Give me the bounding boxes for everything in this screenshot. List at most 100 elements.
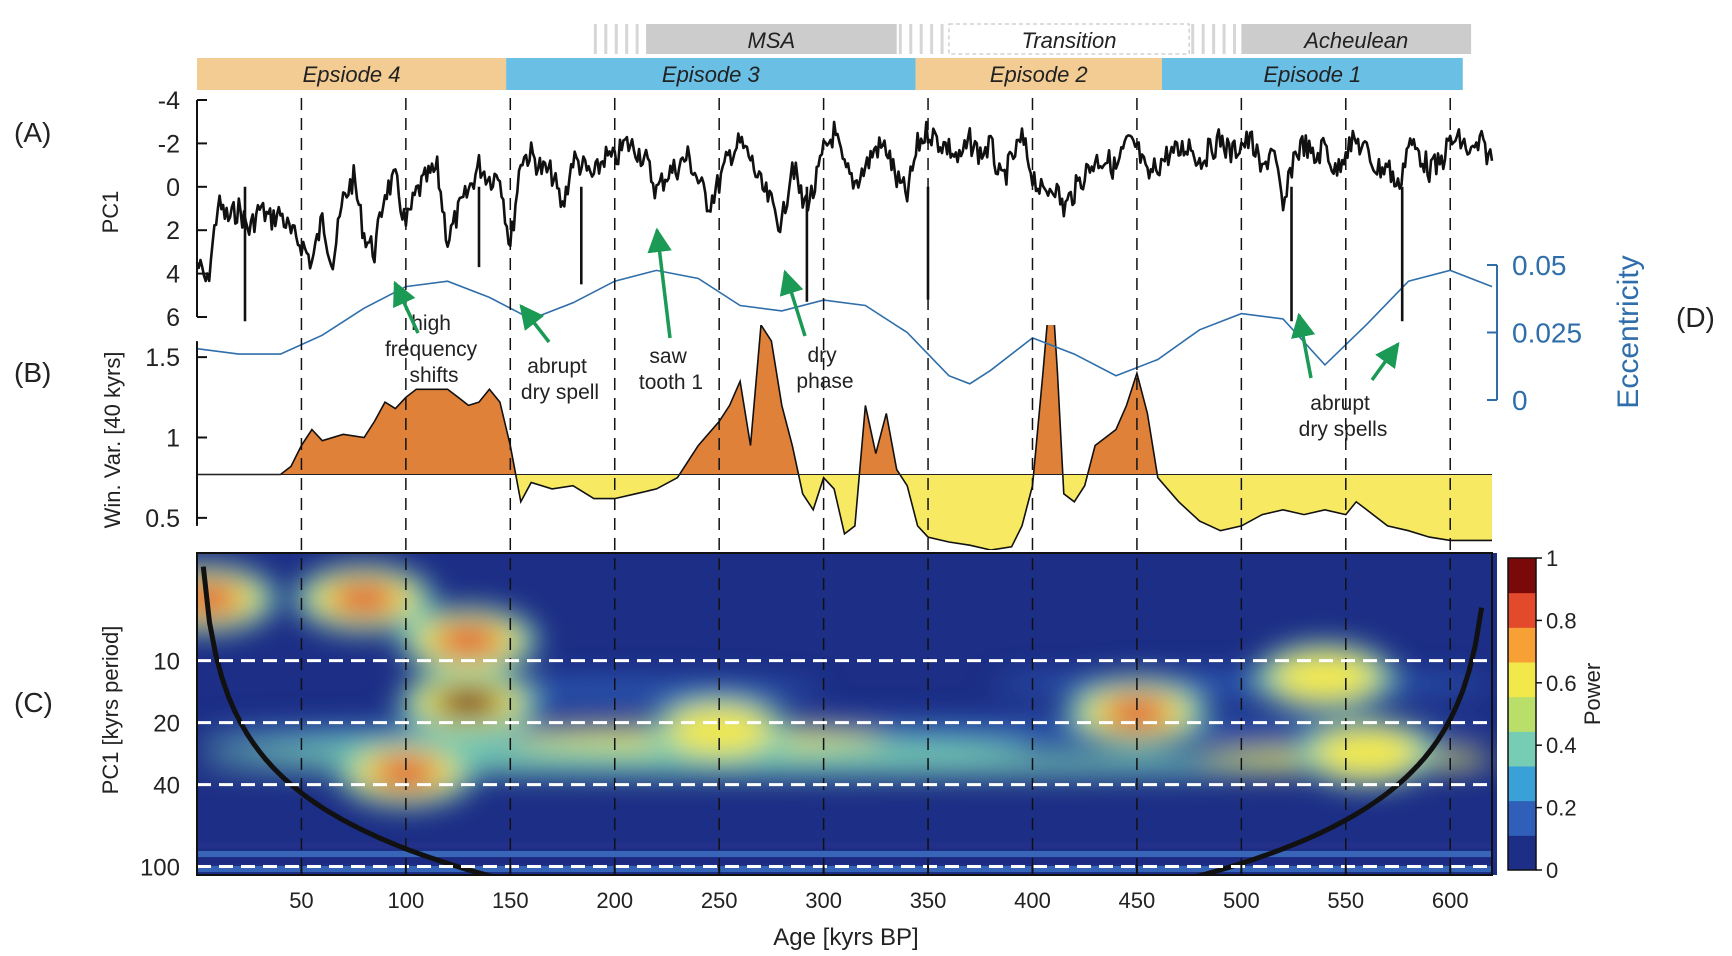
panel-c-tick-label: 10 — [153, 649, 180, 676]
period-transition-stripe — [1233, 24, 1236, 54]
heatmap-long-period-bands — [197, 842, 1492, 872]
annotation-saw-tooth: saw tooth 1 — [639, 345, 703, 394]
x-axis-label: Age [kyrs BP] — [773, 924, 918, 951]
episode-bar — [197, 58, 507, 90]
annotation-line: dry spells — [1299, 418, 1388, 441]
period-transition-stripe — [635, 24, 639, 54]
colorbar-segment — [1508, 627, 1536, 663]
panel-a-tick-label: -4 — [158, 87, 180, 115]
annotation-arrows — [393, 227, 1400, 382]
colorbar-tick-label: 1 — [1546, 546, 1558, 571]
x-tick-label: 50 — [289, 888, 313, 913]
panel-a-ylabel: PC1 — [98, 191, 123, 234]
colorbar-segment — [1508, 696, 1536, 732]
period-transition-stripe — [940, 24, 944, 54]
annotation-dry-phase: dry phase — [796, 344, 853, 393]
panel-label-c: (C) — [14, 687, 53, 718]
episode-bar — [1161, 58, 1463, 90]
heatmap-power-regions — [197, 564, 1492, 807]
period-bar — [646, 24, 897, 54]
episode-label: Episode 1 — [1263, 62, 1361, 87]
panel-b-tick-label: 0.5 — [145, 505, 180, 533]
x-tick-label: 400 — [1014, 888, 1051, 913]
x-tick-label: 100 — [388, 888, 425, 913]
panel-c-tick-label: 40 — [153, 773, 180, 800]
heatmap-hotspot — [371, 756, 440, 789]
variance-low-area — [197, 474, 1492, 550]
variance-high-area — [197, 325, 1492, 475]
period-transition-stripe — [1212, 24, 1216, 54]
panel-c-ylabel: PC1 [kyrs period] — [98, 626, 123, 795]
eccentricity-tick-label: 0 — [1512, 385, 1528, 416]
arrow-abrupt-dry-spell — [519, 304, 551, 344]
annotation-high-frequency-shifts: high frequency shifts — [385, 312, 483, 387]
annotation-line: abrupt — [527, 355, 587, 378]
episode-bar — [915, 58, 1162, 90]
panel-b-ylabel: Win. Var. [40 kyrs] — [100, 352, 125, 529]
panel-a-tick-label: 6 — [166, 304, 180, 332]
eccentricity-tick-label: 0.05 — [1512, 250, 1567, 281]
colorbar-segment — [1508, 731, 1536, 767]
annotation-line: phase — [796, 370, 853, 393]
eccentricity-ylabel: Eccentricity — [1612, 255, 1645, 408]
colorbar-segment — [1508, 766, 1536, 802]
period-transition-stripe — [909, 24, 913, 54]
x-tick-label: 150 — [492, 888, 529, 913]
heatmap-hotspot — [434, 686, 503, 719]
period-transition-stripe — [593, 24, 597, 54]
eccentricity-curve — [196, 269, 1493, 385]
period-transition-stripe — [1222, 24, 1226, 54]
period-transition-stripe — [614, 24, 618, 54]
colorbar-tick-label: 0.4 — [1546, 733, 1577, 758]
colorbar-tick-label: 0.6 — [1546, 671, 1577, 696]
panel-label-b: (B) — [14, 357, 51, 388]
panel-a-tick-label: -2 — [158, 130, 180, 158]
colorbar-segment — [1508, 558, 1536, 594]
colorbar-frame — [1507, 557, 1537, 871]
window-variance-area — [197, 325, 1492, 550]
x-tick-label: 300 — [805, 888, 842, 913]
period-label: Acheulean — [1302, 28, 1408, 53]
colorbar-segment — [1508, 800, 1536, 836]
panel-c-tick-label: 20 — [153, 711, 180, 738]
period-label: MSA — [748, 28, 796, 53]
annotation-abrupt-dry-spells: abrupt dry spells — [1299, 392, 1388, 441]
x-tick-label: 450 — [1119, 888, 1156, 913]
panel-label-d: (D) — [1676, 302, 1715, 333]
period-transition-stripe — [1191, 24, 1195, 54]
annotation-line: high — [411, 312, 451, 335]
panel-label-a: (A) — [14, 117, 51, 148]
x-tick-label: 250 — [701, 888, 738, 913]
annotation-abrupt-dry-spell: abrupt dry spell — [521, 355, 599, 404]
panel-a-tick-label: 2 — [166, 217, 180, 245]
annotation-line: frequency — [385, 338, 478, 361]
episode-label: Episode 3 — [662, 62, 761, 87]
colorbar-label: Power — [1580, 663, 1605, 725]
heatmap-stripe — [197, 851, 1492, 857]
age-gridlines — [300, 98, 1451, 875]
x-tick-label: 550 — [1327, 888, 1364, 913]
panel-a-tick-label: 0 — [166, 174, 180, 202]
panel-a-tick-label: 4 — [166, 261, 180, 289]
panel-b-tick-label: 1 — [166, 425, 180, 453]
arrow-dry-spell-2 — [1370, 342, 1400, 382]
heatmap-hotspot — [1290, 660, 1359, 693]
colorbar-tick-label: 0.8 — [1546, 608, 1577, 633]
annotations: high frequency shifts abrupt dry spell s… — [385, 227, 1400, 441]
colorbar: 0 0.2 0.4 0.6 0.8 1 — [1507, 546, 1577, 883]
episode-label: Episode 2 — [990, 62, 1088, 87]
heatmap-hotspot — [434, 624, 503, 657]
x-tick-label: 600 — [1432, 888, 1469, 913]
climate-episode-bars: Epsiode 4 Episode 3 Episode 2 Episode 1 — [197, 58, 1463, 90]
heatmap-stripe — [197, 858, 1492, 864]
period-bar — [1241, 24, 1472, 54]
period-gridlines — [197, 659, 1492, 868]
colorbar-tick-label: 0 — [1546, 858, 1558, 883]
pc1-curve — [195, 120, 1494, 322]
heatmap-hotspot — [330, 582, 399, 615]
period-transition-stripe — [930, 24, 934, 54]
arrow-dry-spell-1 — [1291, 312, 1316, 379]
annotation-line: dry spell — [521, 381, 599, 404]
